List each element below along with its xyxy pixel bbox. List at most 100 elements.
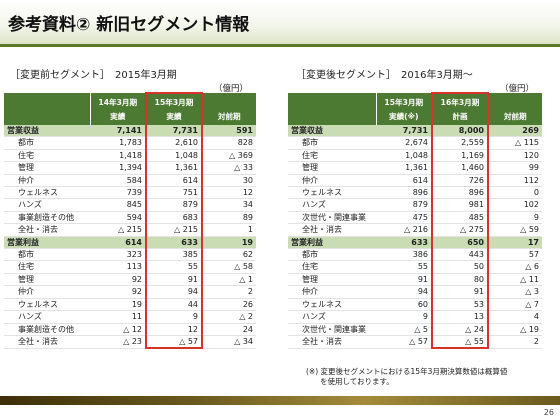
row-value-col2: 12 xyxy=(145,323,203,336)
table-row: 管理 91 80 △ 11 xyxy=(288,273,542,287)
table-row: ハンズ 879 981 102 xyxy=(288,198,542,212)
row-value-col3: △ 1 xyxy=(202,273,256,287)
row-label: 管理 xyxy=(288,161,376,175)
row-label: 都市 xyxy=(4,136,90,150)
row-value-col1: △ 23 xyxy=(90,335,146,349)
table-row: ハンズ 11 9 △ 2 xyxy=(4,310,256,324)
row-value-col3: △ 3 xyxy=(488,285,542,299)
new-unit-label: （億円） xyxy=(500,84,535,94)
table-row: 全社・消去 △ 215 △ 215 1 xyxy=(4,223,256,237)
row-value-col2: 751 xyxy=(145,186,203,200)
row-value-col1: 2,674 xyxy=(376,136,432,150)
row-value-col1: 92 xyxy=(90,285,146,299)
row-value-col1: 845 xyxy=(90,198,146,212)
row-value-col1: △ 215 xyxy=(90,223,146,237)
row-value-col3: 17 xyxy=(488,236,542,250)
row-value-col1: 879 xyxy=(376,198,432,212)
new-segment-table: 15年3月期 16年3月期 実績(※) 計画 対前期 営業収益 7,731 8,00… xyxy=(288,92,543,350)
row-value-col2: 1,361 xyxy=(145,161,203,175)
row-value-col1: 386 xyxy=(376,248,432,262)
row-label: 管理 xyxy=(4,161,90,175)
footnote: (※) 変更後セグメントにおける15年3月期決算数値は概算値 を使用しております… xyxy=(306,367,507,387)
old-segment-table: 14年3月期 15年3月期 実績 実績 対前期 営業収益 7,141 7,731 59… xyxy=(4,92,257,350)
row-value-col1: 633 xyxy=(376,236,432,250)
header-col1-line2: 実績 xyxy=(90,109,147,125)
table-row: 全社・消去 △ 23 △ 57 △ 34 xyxy=(4,335,256,350)
new-section-heading: ［変更後セグメント］ 2016年3月期～ xyxy=(296,70,473,81)
row-value-col1: △ 5 xyxy=(376,323,432,336)
old-table-body: 営業収益 7,141 7,731 591 都市 1,783 2,610 828 住宅 1,418 1… xyxy=(4,125,256,350)
table-row: 住宅 113 55 △ 58 xyxy=(4,260,256,274)
row-label: ウェルネス xyxy=(288,186,376,200)
row-value-col2: 443 xyxy=(431,248,489,262)
row-label: 都市 xyxy=(4,248,90,262)
row-value-col2: 94 xyxy=(145,285,203,299)
row-value-col3: 9 xyxy=(488,211,542,225)
row-label: 営業収益 xyxy=(4,125,90,138)
row-value-col1: △ 57 xyxy=(376,335,432,349)
row-value-col3: 269 xyxy=(488,125,542,138)
footnote-line: を使用しております。 xyxy=(320,377,394,386)
row-value-col3: 89 xyxy=(202,211,256,225)
row-label: ウェルネス xyxy=(288,298,376,312)
row-value-col2: 53 xyxy=(431,298,489,312)
table-row: 都市 323 385 62 xyxy=(4,248,256,262)
table-row: 次世代・関連事業 475 485 9 xyxy=(288,211,542,225)
header-col1-line1: 14年3月期 xyxy=(90,93,147,110)
row-value-col1: 739 xyxy=(90,186,146,200)
row-label: ウェルネス xyxy=(4,186,90,200)
header-col2-line2: 計画 xyxy=(431,109,489,125)
table-row: 住宅 1,418 1,048 △ 369 xyxy=(4,149,256,163)
row-value-col1: 55 xyxy=(376,260,432,274)
table-total-row: 営業利益 633 650 17 xyxy=(288,236,542,250)
table-row: 都市 2,674 2,559 △ 115 xyxy=(288,136,542,150)
row-value-col2: 650 xyxy=(431,236,489,250)
page-title: 参考資料② 新旧セグメント情報 xyxy=(8,15,250,35)
row-value-col3: 99 xyxy=(488,161,542,175)
row-value-col1: 94 xyxy=(376,285,432,299)
row-value-col3: △ 6 xyxy=(488,260,542,274)
table-row: 管理 1,361 1,460 99 xyxy=(288,161,542,175)
row-value-col2: 896 xyxy=(431,186,489,200)
row-value-col3: 34 xyxy=(202,198,256,212)
row-value-col1: 91 xyxy=(376,273,432,287)
table-row: 事業創造その他 594 683 89 xyxy=(4,211,256,225)
row-value-col3: △ 2 xyxy=(202,310,256,324)
row-value-col2: 879 xyxy=(145,198,203,212)
row-value-col2: 485 xyxy=(431,211,489,225)
table-row: 仲介 94 91 △ 3 xyxy=(288,285,542,299)
header-blank xyxy=(4,93,91,110)
row-value-col1: 60 xyxy=(376,298,432,312)
row-value-col2: 633 xyxy=(145,236,203,250)
header-col2-line2: 実績 xyxy=(145,109,203,125)
row-label: 全社・消去 xyxy=(4,223,90,237)
table-row: 全社・消去 △ 216 △ 275 △ 59 xyxy=(288,223,542,237)
row-label: 仲介 xyxy=(288,285,376,299)
page-number: 26 xyxy=(543,408,554,417)
row-label: 営業利益 xyxy=(288,236,376,250)
row-value-col1: 614 xyxy=(376,174,432,188)
row-value-col2: 726 xyxy=(431,174,489,188)
table-row: 仲介 92 94 2 xyxy=(4,285,256,299)
row-value-col2: 683 xyxy=(145,211,203,225)
table-row: 仲介 614 726 112 xyxy=(288,174,542,188)
header-col3-line2: 対前期 xyxy=(202,109,257,125)
row-value-col1: 7,141 xyxy=(90,125,146,138)
row-label: 管理 xyxy=(4,273,90,287)
row-value-col2: 9 xyxy=(145,310,203,324)
table-row: ウェルネス 739 751 12 xyxy=(4,186,256,200)
row-value-col3: 120 xyxy=(488,149,542,163)
row-value-col3: △ 33 xyxy=(202,161,256,175)
row-value-col3: 24 xyxy=(202,323,256,336)
header-col3-line2: 対前期 xyxy=(488,109,543,125)
row-value-col1: 1,783 xyxy=(90,136,146,150)
row-label: 全社・消去 xyxy=(288,335,376,349)
header-col1-line1: 15年3月期 xyxy=(376,93,433,110)
row-value-col1: 1,394 xyxy=(90,161,146,175)
old-section-heading: ［変更前セグメント］ 2015年3月期 xyxy=(10,70,177,81)
row-value-col3: 0 xyxy=(488,186,542,200)
row-value-col3: 112 xyxy=(488,174,542,188)
table-row: 次世代・関連事業 △ 5 △ 24 △ 19 xyxy=(288,323,542,336)
row-label: 営業利益 xyxy=(4,236,90,250)
row-value-col3: △ 34 xyxy=(202,335,256,349)
